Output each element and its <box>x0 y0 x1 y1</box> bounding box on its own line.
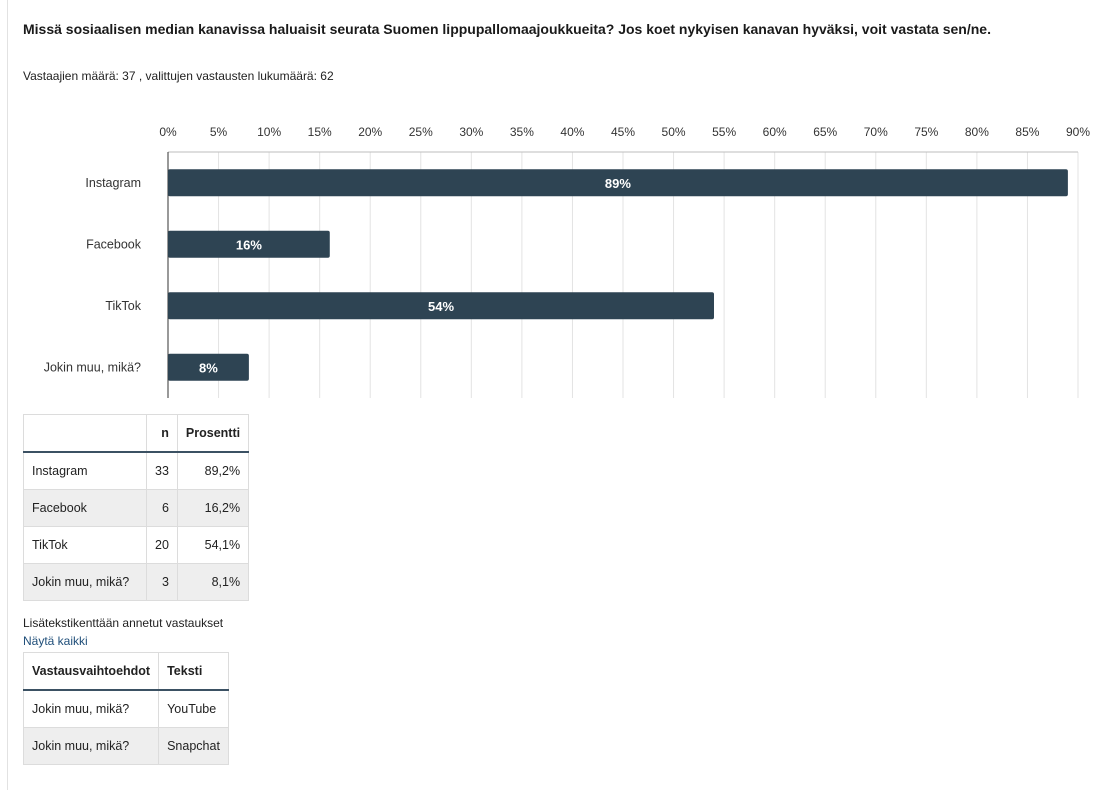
table-row: Instagram 33 89,2% <box>23 451 250 490</box>
tick-label: 35% <box>510 125 534 139</box>
table-row: Jokin muu, mikä? YouTube <box>22 689 229 728</box>
row-count: 33 <box>146 451 178 490</box>
row-count: 20 <box>146 526 178 564</box>
table-row: TikTok 20 54,1% <box>23 526 250 564</box>
header-text: Teksti <box>158 652 229 691</box>
row-label: Jokin muu, mikä? <box>23 563 147 601</box>
response-summary: Vastaajien määrä: 37 , valittujen vastau… <box>23 69 334 83</box>
tick-label: 0% <box>159 125 177 139</box>
category-label: Instagram <box>85 176 141 190</box>
row-option: Jokin muu, mikä? <box>22 689 160 728</box>
tick-label: 5% <box>210 125 228 139</box>
tick-label: 25% <box>409 125 433 139</box>
row-label: Instagram <box>23 451 147 490</box>
tick-label: 40% <box>560 125 584 139</box>
row-count: 3 <box>146 563 178 601</box>
tick-label: 55% <box>712 125 736 139</box>
row-percent: 16,2% <box>176 489 250 527</box>
bar-value-label: 16% <box>236 237 262 252</box>
bar <box>168 353 249 381</box>
tick-label: 70% <box>864 125 888 139</box>
tick-label: 85% <box>1015 125 1039 139</box>
results-table-header: n Prosentti <box>23 414 250 453</box>
tick-label: 10% <box>257 125 281 139</box>
results-table: n Prosentti Instagram 33 89,2% Facebook … <box>23 414 250 601</box>
category-label: Facebook <box>86 237 142 251</box>
table-row: Jokin muu, mikä? Snapchat <box>22 727 229 765</box>
tick-label: 30% <box>459 125 483 139</box>
row-text: Snapchat <box>158 727 229 765</box>
bar <box>168 292 714 320</box>
bar <box>168 169 1068 197</box>
show-all-link[interactable]: Näytä kaikki <box>23 634 88 648</box>
tick-label: 90% <box>1066 125 1090 139</box>
bar-value-label: 8% <box>199 360 218 375</box>
question-title: Missä sosiaalisen median kanavissa halua… <box>23 21 991 37</box>
header-n: n <box>146 414 178 453</box>
tick-label: 60% <box>763 125 787 139</box>
row-text: YouTube <box>158 689 229 728</box>
bar <box>168 230 330 258</box>
header-option: Vastausvaihtoehdot <box>22 652 160 691</box>
row-label: Facebook <box>23 489 147 527</box>
bar-chart: 0% 5% 10% 15% 20% 25% 30% 35% 40% 45% 50% 55% 60% 65%… <box>44 125 1090 398</box>
row-count: 6 <box>146 489 178 527</box>
row-percent: 54,1% <box>176 526 250 564</box>
row-label: TikTok <box>23 526 147 564</box>
tick-label: 50% <box>662 125 686 139</box>
tick-label: 15% <box>308 125 332 139</box>
row-percent: 89,2% <box>176 451 250 490</box>
tick-label: 75% <box>914 125 938 139</box>
header-percent: Prosentti <box>176 414 250 453</box>
tick-label: 45% <box>611 125 635 139</box>
category-label: TikTok <box>105 299 141 313</box>
row-percent: 8,1% <box>176 563 250 601</box>
bar-value-label: 89% <box>605 176 631 191</box>
table-row: Facebook 6 16,2% <box>23 489 250 527</box>
header-blank <box>23 414 147 453</box>
category-label: Jokin muu, mikä? <box>44 360 141 374</box>
row-option: Jokin muu, mikä? <box>22 727 160 765</box>
tick-label: 20% <box>358 125 382 139</box>
free-text-answers-label: Lisätekstikenttään annetut vastaukset <box>23 616 224 630</box>
free-text-table: Vastausvaihtoehdot Teksti Jokin muu, mik… <box>22 652 229 765</box>
table-row: Jokin muu, mikä? 3 8,1% <box>23 563 250 601</box>
tick-label: 80% <box>965 125 989 139</box>
free-text-table-header: Vastausvaihtoehdot Teksti <box>22 652 229 691</box>
report-frame <box>7 0 1114 790</box>
tick-label: 65% <box>813 125 837 139</box>
bar-value-label: 54% <box>428 299 454 314</box>
